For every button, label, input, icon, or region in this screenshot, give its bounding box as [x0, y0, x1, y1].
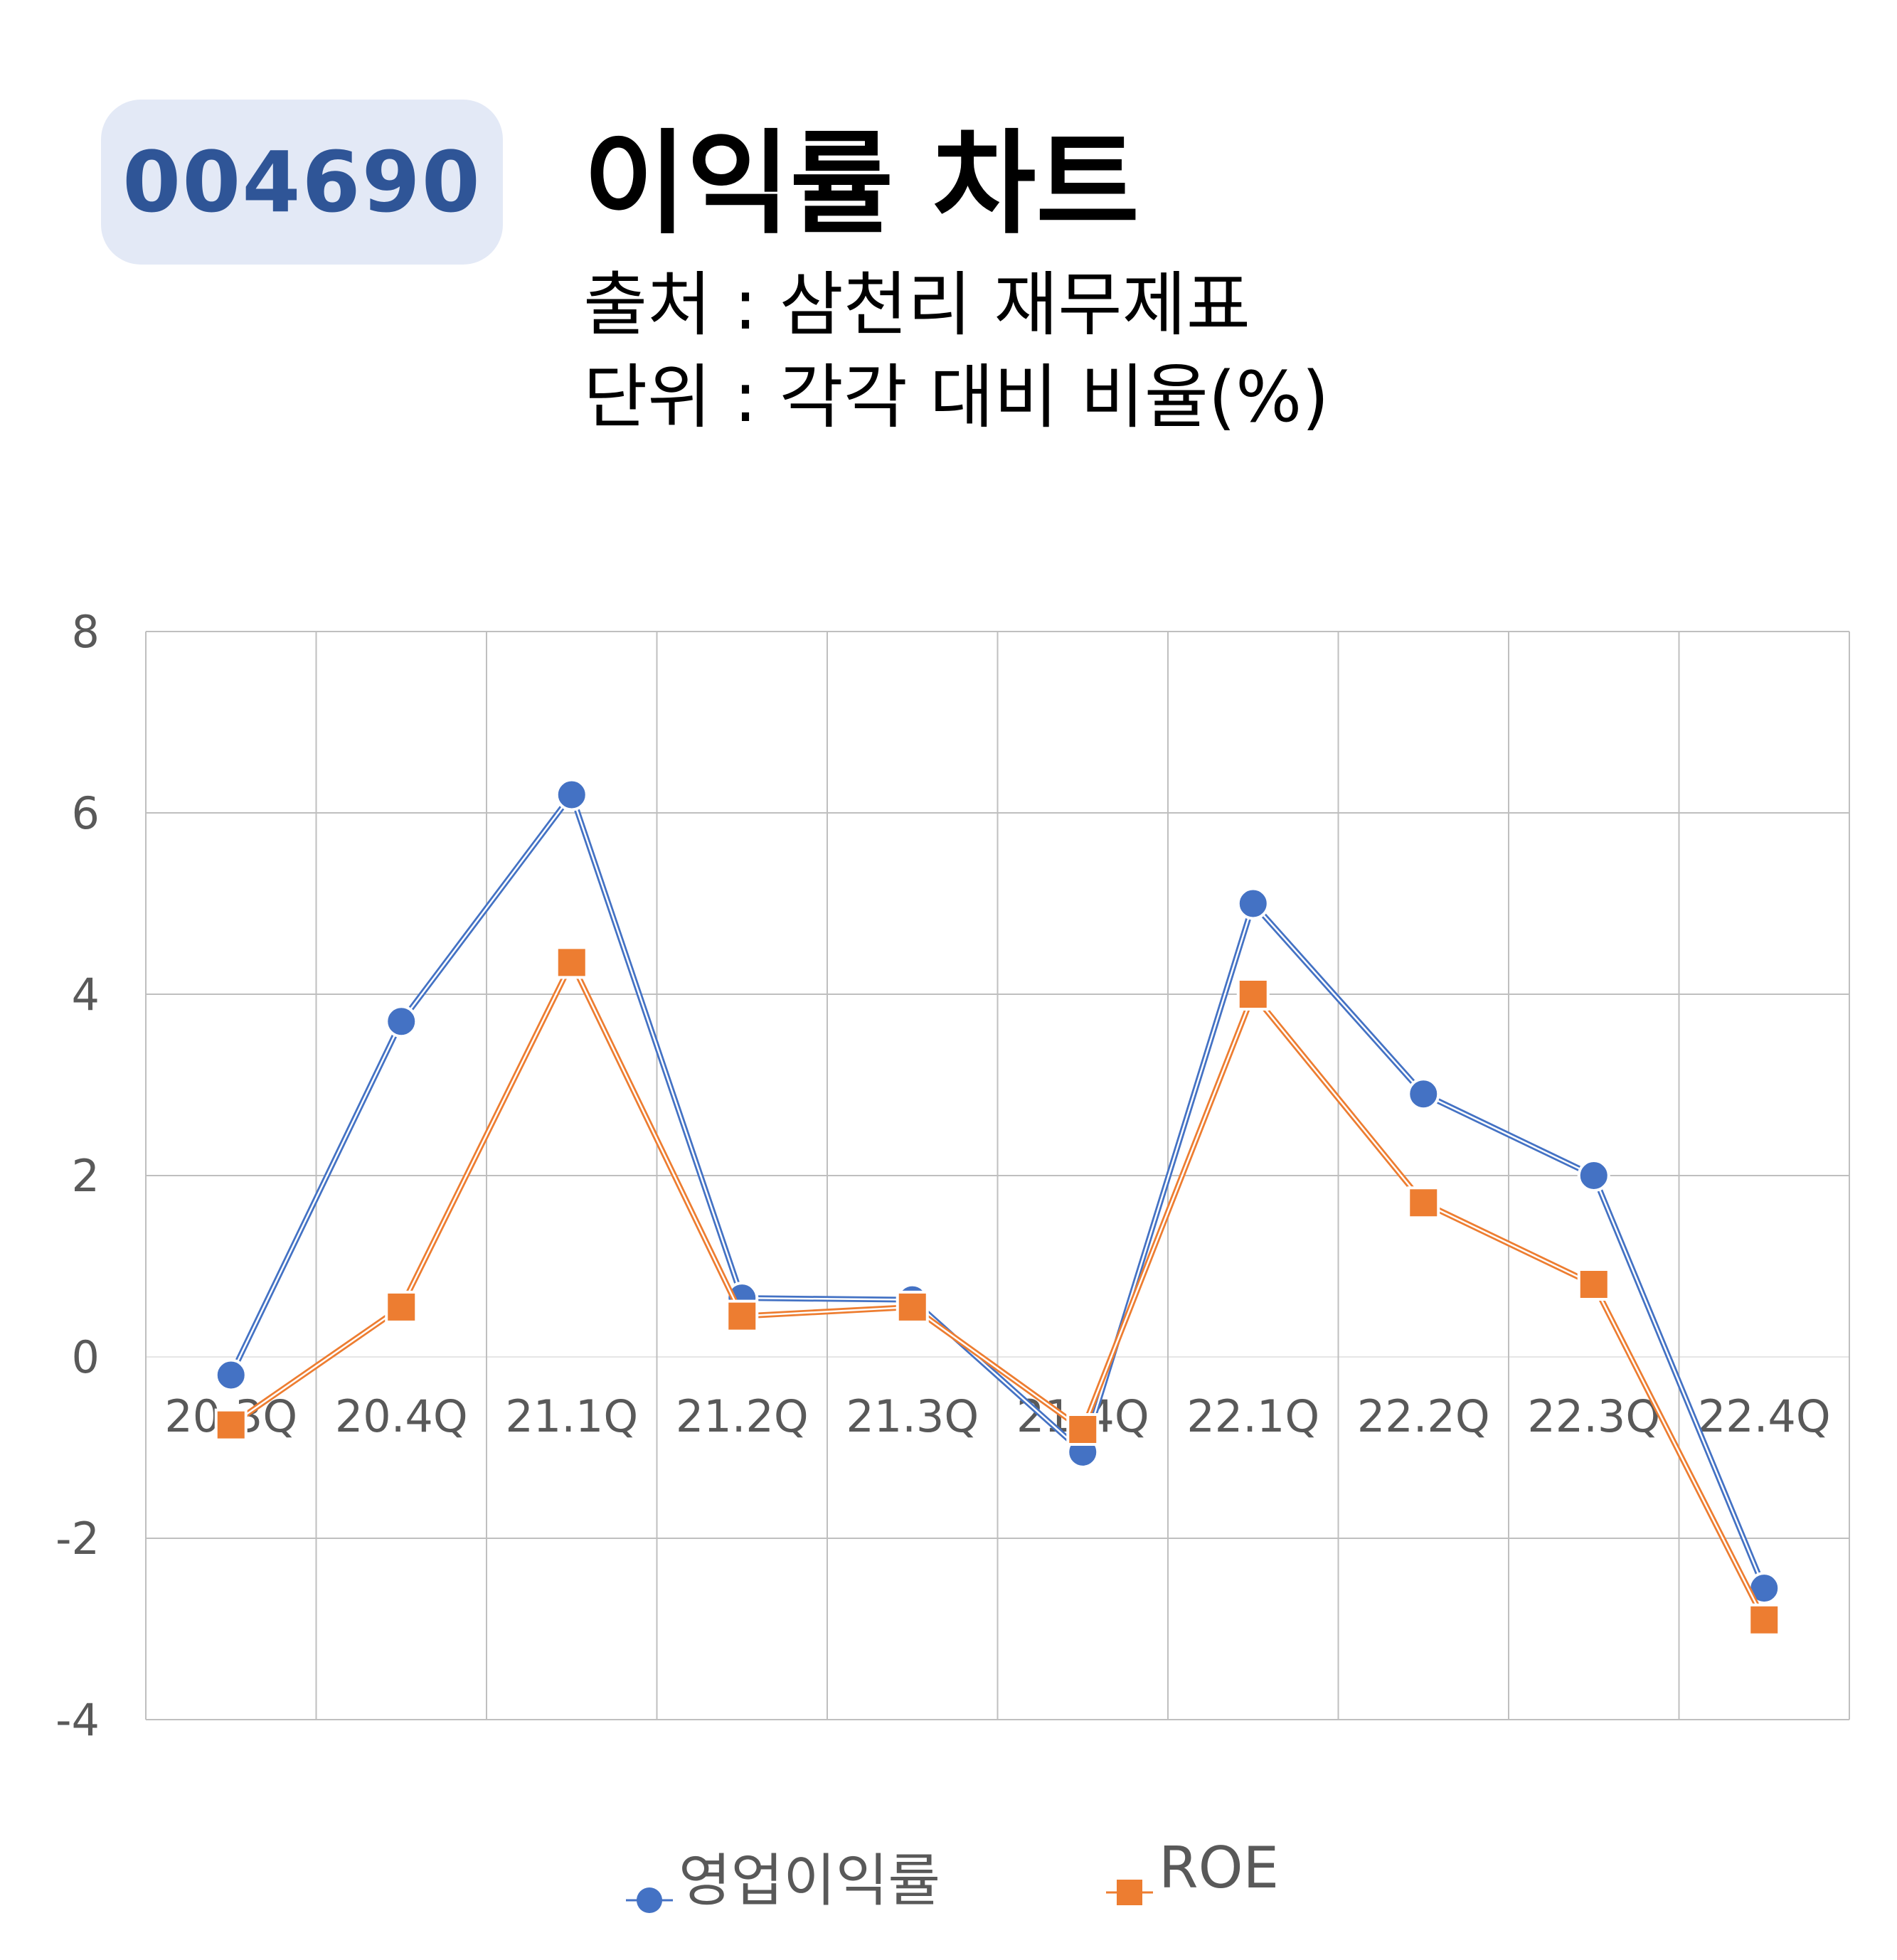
data-point-square [1066, 1413, 1100, 1446]
data-point-square [1236, 978, 1270, 1011]
y-tick-label: 8 [72, 606, 100, 658]
x-tick-label: 21.2Q [676, 1390, 809, 1442]
y-tick-label: -2 [55, 1513, 100, 1565]
x-tick-label: 22.2Q [1357, 1390, 1490, 1442]
data-point-square [555, 946, 588, 979]
x-tick-label: 20.4Q [335, 1390, 468, 1442]
data-point-circle [1407, 1077, 1440, 1111]
data-point-circle [555, 778, 588, 811]
ticker-code: 004690 [122, 133, 482, 231]
data-point-square [896, 1290, 929, 1323]
x-tick-label: 22.4Q [1698, 1390, 1831, 1442]
line-chart: -4-20246820.3Q20.4Q21.1Q21.2Q21.3Q21.4Q2… [55, 606, 1850, 1746]
x-tick-label: 21.3Q [846, 1390, 979, 1442]
legend-item-operating-margin: 영업이익률 [626, 1835, 940, 1917]
y-tick-label: -4 [55, 1694, 100, 1746]
data-point-square [214, 1408, 248, 1442]
unit-note: 단위 : 각각 대비 비율(%) [583, 357, 1329, 438]
y-tick-label: 2 [72, 1150, 100, 1202]
legend: 영업이익률 ROE [0, 1835, 1897, 1914]
source-note: 출처 : 삼천리 재무제표 [583, 265, 1250, 346]
legend-label: ROE [1159, 1835, 1280, 1901]
y-tick-label: 6 [72, 787, 100, 839]
y-tick-label: 0 [72, 1331, 100, 1383]
x-tick-label: 21.1Q [505, 1390, 638, 1442]
circle-marker-icon [626, 1862, 673, 1913]
ticker-badge: 004690 [101, 100, 503, 265]
x-tick-label: 22.3Q [1527, 1390, 1660, 1442]
page-title: 이익률 차트 [583, 119, 1139, 250]
data-point-circle [214, 1358, 248, 1392]
data-point-square [1748, 1603, 1781, 1636]
square-marker-icon [1106, 1854, 1153, 1905]
legend-label: 영업이익률 [679, 1848, 940, 1914]
data-point-circle [385, 1005, 418, 1038]
series-line-inner [230, 962, 1765, 1621]
series-line-inner [230, 794, 1765, 1589]
data-point-circle [1577, 1159, 1610, 1192]
x-tick-label: 22.1Q [1186, 1390, 1319, 1442]
data-point-square [385, 1290, 418, 1323]
data-point-circle [1236, 887, 1270, 920]
data-point-square [1577, 1268, 1610, 1301]
data-point-square [1407, 1186, 1440, 1220]
data-point-square [726, 1299, 759, 1333]
y-tick-label: 4 [72, 969, 100, 1021]
legend-item-roe: ROE [1106, 1835, 1280, 1905]
